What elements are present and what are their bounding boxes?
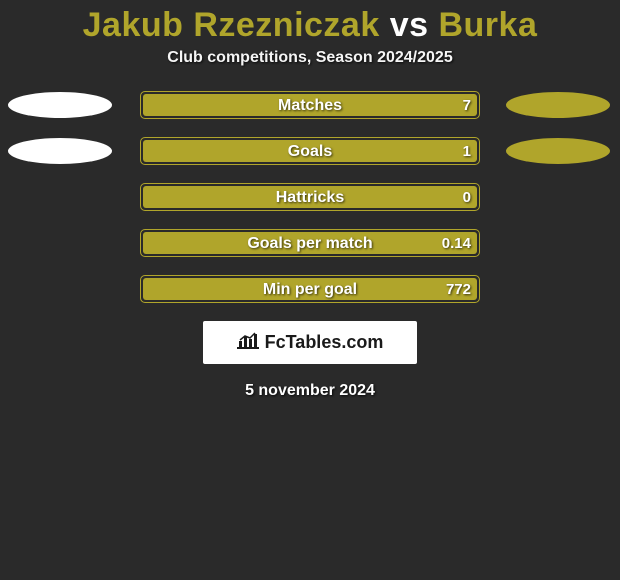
stat-value-p2: 0 (463, 184, 471, 212)
stat-rows: Matches7Goals1Hattricks0Goals per match0… (0, 91, 620, 305)
stat-row: Goals1 (0, 137, 620, 167)
stat-bar: Matches7 (140, 91, 480, 119)
page-title: Jakub Rzezniczak vs Burka (0, 6, 620, 45)
player1-oval (8, 92, 112, 118)
player1-oval (8, 138, 112, 164)
stat-label: Min per goal (141, 276, 479, 304)
stat-label: Goals (141, 138, 479, 166)
chart-icon (237, 331, 259, 354)
subtitle: Club competitions, Season 2024/2025 (0, 49, 620, 67)
footer-date: 5 november 2024 (0, 382, 620, 400)
comparison-infographic: Jakub Rzezniczak vs Burka Club competiti… (0, 6, 620, 400)
stat-row: Hattricks0 (0, 183, 620, 213)
title-player2: Burka (438, 6, 537, 44)
stat-label: Goals per match (141, 230, 479, 258)
stat-value-p2: 772 (446, 276, 471, 304)
stat-bar: Hattricks0 (140, 183, 480, 211)
stat-row: Min per goal772 (0, 275, 620, 305)
title-vs: vs (390, 6, 429, 44)
player2-oval (506, 138, 610, 164)
title-player1: Jakub Rzezniczak (83, 6, 380, 44)
stat-bar: Goals1 (140, 137, 480, 165)
stat-row: Matches7 (0, 91, 620, 121)
stat-bar: Goals per match0.14 (140, 229, 480, 257)
stat-row: Goals per match0.14 (0, 229, 620, 259)
stat-value-p2: 1 (463, 138, 471, 166)
stat-bar: Min per goal772 (140, 275, 480, 303)
stat-value-p2: 7 (463, 92, 471, 120)
stat-label: Hattricks (141, 184, 479, 212)
stat-label: Matches (141, 92, 479, 120)
branding-box: FcTables.com (203, 321, 417, 364)
stat-value-p2: 0.14 (442, 230, 471, 258)
branding-text: FcTables.com (265, 332, 384, 353)
player2-oval (506, 92, 610, 118)
